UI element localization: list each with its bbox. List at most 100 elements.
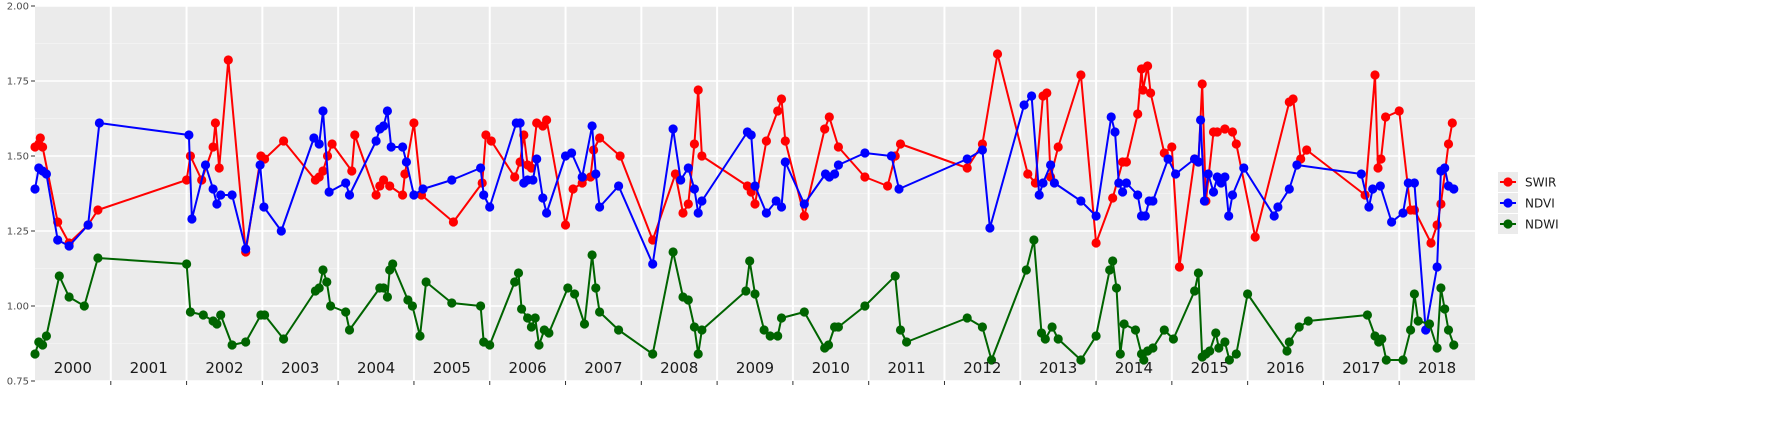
series-layer (30, 49, 1459, 365)
ndwi-point (1398, 355, 1408, 365)
ndwi-point (534, 340, 544, 350)
ndwi-point (1362, 310, 1372, 320)
ndwi-point (1381, 355, 1391, 365)
ndwi-point (379, 283, 389, 293)
swir-point (1076, 70, 1086, 80)
ndvi-point (648, 259, 658, 269)
ndwi-point (595, 307, 605, 317)
ndwi-point (344, 325, 355, 335)
ndvi-point (371, 136, 381, 146)
swir-point (182, 175, 192, 185)
swir-point (1394, 106, 1404, 116)
ndwi-point (415, 331, 425, 341)
ndwi-point (1406, 325, 1416, 335)
ndvi-point (1046, 160, 1056, 170)
ndvi-point (985, 223, 995, 233)
swir-point (820, 124, 830, 134)
swir-point (1091, 238, 1101, 248)
ndvi-point (184, 130, 194, 140)
ndvi-point (1284, 184, 1294, 194)
ndvi-point (528, 175, 538, 185)
ndwi-point (648, 349, 658, 359)
swir-point (1288, 94, 1298, 104)
ndwi-point (182, 259, 192, 269)
ndvi-point (515, 118, 525, 128)
ndwi-point (759, 325, 769, 335)
ndwi-point (668, 247, 678, 257)
ndvi-point (1121, 178, 1131, 188)
ndvi-point (1269, 211, 1279, 221)
swir-point (1197, 79, 1207, 89)
ndwi-point (902, 337, 912, 347)
ndvi-point (886, 151, 897, 161)
legend-label-swir: SWIR (1525, 176, 1556, 190)
ndwi-point (382, 292, 392, 302)
ndwi-point (326, 301, 336, 311)
ndwi-point (318, 265, 328, 275)
ndvi-point (324, 187, 334, 197)
swir-point (773, 106, 783, 116)
ndvi-point (53, 235, 63, 245)
ndwi-point (79, 301, 89, 311)
ndwi-point (799, 307, 809, 317)
ndwi-point (544, 328, 554, 338)
swir-point (1432, 220, 1442, 230)
ndwi-point (476, 301, 486, 311)
ndwi-point (1303, 316, 1313, 326)
ndvi-point (668, 124, 678, 134)
swir-point (1426, 238, 1436, 248)
year-labels: 2000 2001 2002 2003 2004 2005 2006 2007 2008 2009… (54, 359, 1456, 377)
ndvi-point (1148, 196, 1158, 206)
swir-point (962, 163, 972, 173)
year-label: 2016 (1266, 359, 1304, 377)
ndvi-point (1193, 157, 1203, 167)
swir-point (895, 139, 906, 149)
ndwi-point (1029, 235, 1039, 245)
ndvi-point (595, 202, 605, 212)
year-label: 2014 (1115, 359, 1153, 377)
ndwi-point (1047, 322, 1057, 332)
ndwi-point (1214, 343, 1224, 353)
ndwi-point (64, 292, 74, 302)
year-label: 2002 (205, 359, 243, 377)
ndvi-point (1409, 178, 1419, 188)
ndvi-point (1034, 190, 1044, 200)
ndvi-point (1292, 160, 1302, 170)
ndwi-point (54, 271, 64, 281)
ndvi-point (1208, 187, 1219, 197)
ndwi-point (1224, 355, 1234, 365)
year-label: 2003 (281, 359, 319, 377)
swir-point (1231, 139, 1241, 149)
swir-point (347, 166, 357, 176)
swir-point (883, 181, 893, 191)
legend-label-ndwi: NDWI (1525, 218, 1559, 232)
ndvi-point (1432, 262, 1442, 272)
year-label: 2013 (1039, 359, 1077, 377)
ndvi-point (418, 184, 428, 194)
swir-point (322, 151, 333, 161)
swir-point (1146, 88, 1156, 98)
ndvi-point (30, 184, 40, 194)
ndvi-point (977, 145, 988, 155)
ndwi-point (1076, 355, 1086, 365)
ndvi-point (542, 208, 552, 218)
swir-point (1167, 142, 1177, 152)
ndvi-point (1375, 181, 1385, 191)
ndwi-point (1105, 265, 1115, 275)
ndvi-point (780, 157, 790, 167)
ndvi-point (1224, 211, 1234, 221)
ndwi-point (314, 283, 324, 293)
ndwi-point (260, 310, 270, 320)
ndvi-point (1171, 169, 1181, 179)
swir-point (350, 130, 360, 140)
ndvi-point (208, 184, 218, 194)
swir-point (1212, 127, 1222, 137)
swir-point (1227, 127, 1238, 137)
legend-key-ndvi (1503, 198, 1513, 208)
ndwi-point (227, 340, 237, 350)
ndvi-point (1163, 154, 1173, 164)
year-label: 2001 (130, 359, 168, 377)
year-label: 2018 (1418, 359, 1456, 377)
swir-point (1250, 232, 1260, 242)
ndwi-point (1294, 322, 1304, 332)
